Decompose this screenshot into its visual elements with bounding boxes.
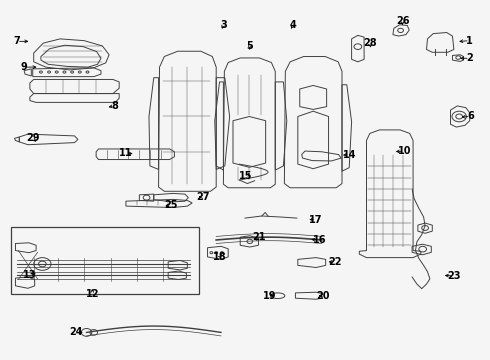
Text: 22: 22	[328, 257, 342, 267]
Text: 13: 13	[23, 270, 37, 280]
Text: 27: 27	[196, 192, 210, 202]
Text: 8: 8	[111, 101, 118, 111]
Text: 10: 10	[398, 146, 411, 156]
Text: 18: 18	[213, 252, 227, 262]
Text: 5: 5	[246, 41, 253, 51]
Text: 28: 28	[363, 38, 377, 48]
Text: 12: 12	[86, 289, 99, 298]
Text: 4: 4	[290, 20, 296, 30]
Text: 25: 25	[164, 201, 177, 210]
Text: 24: 24	[69, 327, 83, 337]
Text: 29: 29	[26, 133, 40, 143]
Text: 14: 14	[343, 150, 356, 159]
Text: 16: 16	[313, 235, 326, 245]
Text: 19: 19	[263, 291, 277, 301]
Text: 15: 15	[239, 171, 253, 181]
Text: 11: 11	[119, 148, 133, 158]
Bar	[11, 226, 199, 294]
Text: 26: 26	[396, 15, 409, 26]
Text: 7: 7	[14, 36, 20, 46]
Text: 23: 23	[447, 271, 461, 281]
Text: 6: 6	[467, 112, 474, 121]
Text: 3: 3	[220, 20, 227, 30]
Text: 21: 21	[253, 232, 266, 242]
Text: 17: 17	[309, 215, 323, 225]
Text: 9: 9	[21, 62, 27, 72]
Text: 20: 20	[316, 291, 330, 301]
Text: 2: 2	[466, 53, 473, 63]
Text: 1: 1	[466, 36, 473, 46]
